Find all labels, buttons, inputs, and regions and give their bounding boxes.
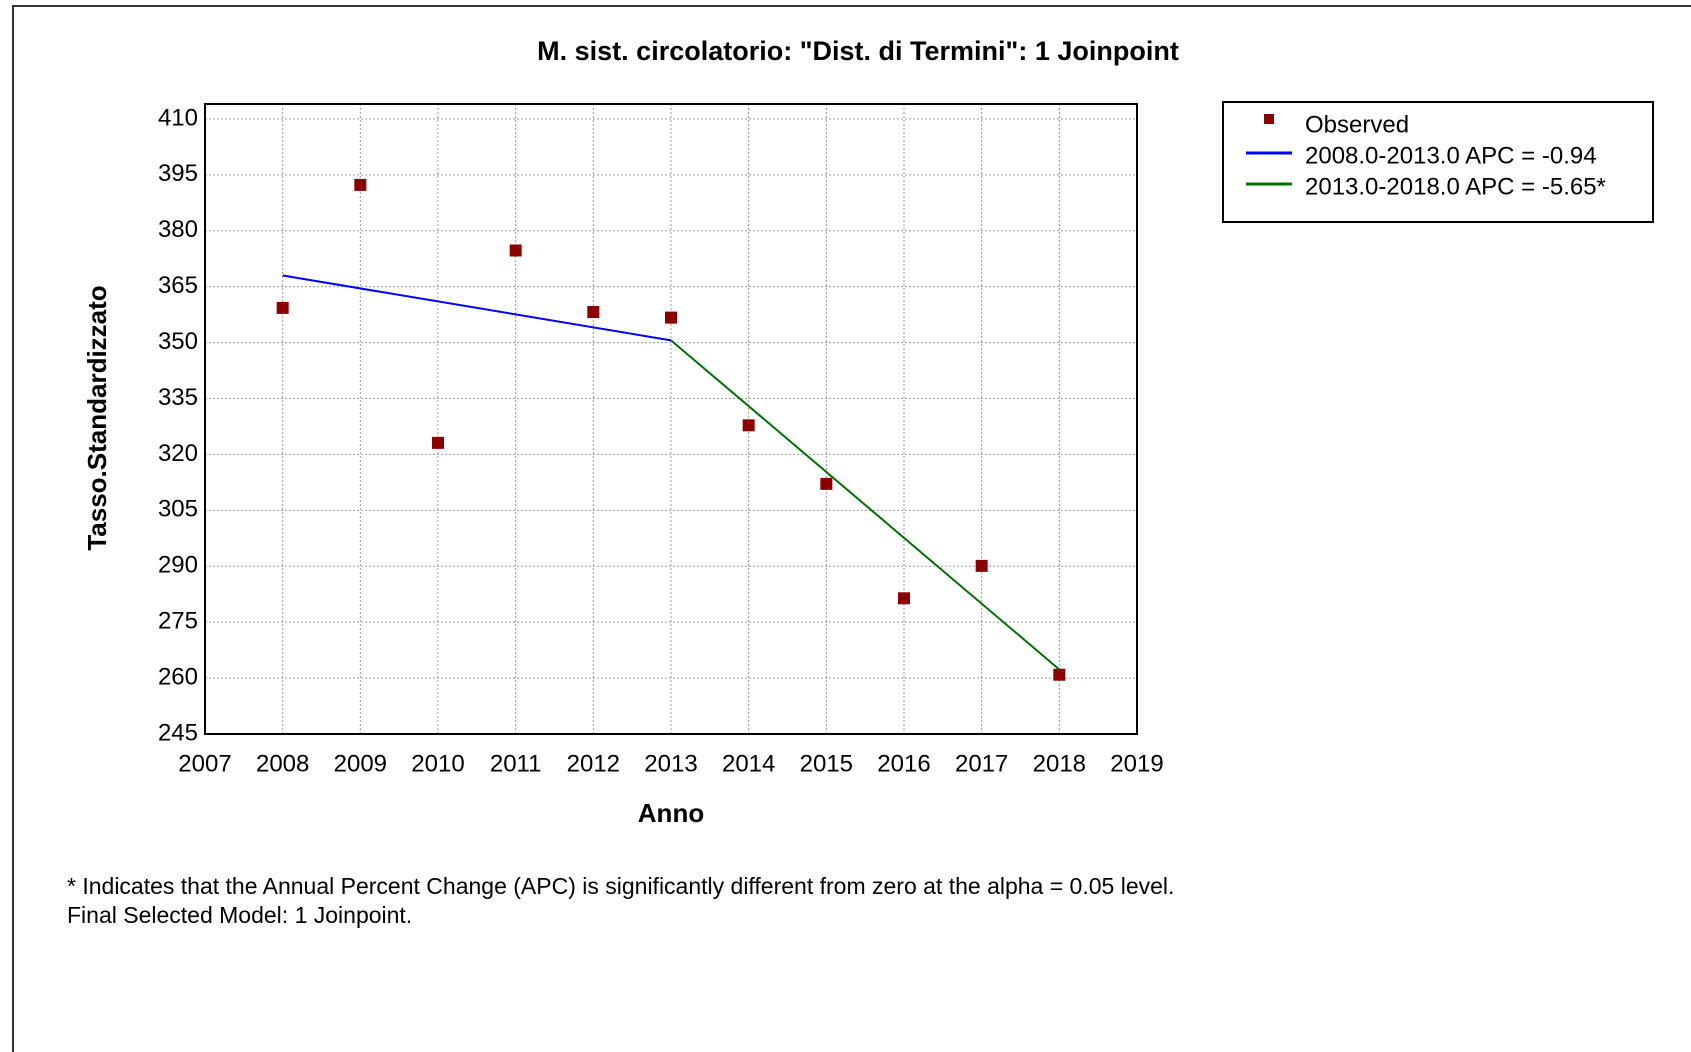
- x-tick-label: 2013: [644, 750, 697, 777]
- x-tick-label: 2014: [722, 750, 775, 777]
- observed-point: [432, 436, 444, 449]
- footnote: * Indicates that the Annual Percent Chan…: [67, 873, 1174, 899]
- y-tick-label: 365: [158, 272, 198, 299]
- footnote: Final Selected Model: 1 Joinpoint.: [67, 902, 412, 928]
- frame: [12, 5, 1691, 1052]
- y-tick-label: 380: [158, 216, 198, 243]
- y-tick-label: 350: [158, 328, 198, 355]
- x-tick-label: 2010: [411, 750, 464, 777]
- y-tick-label: 245: [158, 719, 198, 746]
- observed-point: [975, 559, 988, 572]
- legend-label: Observed: [1305, 111, 1409, 138]
- y-tick-label: 305: [158, 496, 198, 523]
- observed-point: [509, 244, 522, 257]
- observed-point: [898, 592, 910, 605]
- x-tick-label: 2019: [1110, 750, 1163, 777]
- y-tick-label: 320: [158, 440, 198, 467]
- x-tick-label: 2009: [334, 750, 387, 777]
- observed-point: [1053, 668, 1066, 681]
- y-tick-label: 335: [158, 384, 198, 411]
- x-tick-label: 2017: [955, 750, 1008, 777]
- observed-point: [742, 419, 755, 432]
- x-tick-label: 2012: [567, 750, 620, 777]
- y-tick-label: 260: [158, 663, 198, 690]
- y-tick-label: 395: [158, 160, 198, 187]
- plot-border: [204, 103, 1138, 735]
- x-axis-label: Anno: [638, 798, 704, 828]
- legend-label: 2008.0-2013.0 APC = -0.94: [1305, 142, 1597, 169]
- x-tick-label: 2016: [877, 750, 930, 777]
- y-tick-label: 410: [158, 104, 198, 131]
- observed-point: [820, 477, 833, 490]
- observed-point: [276, 301, 289, 314]
- x-tick-label: 2008: [256, 750, 309, 777]
- y-tick-label: 275: [158, 608, 198, 635]
- fit-line: [282, 274, 672, 342]
- observed-point: [587, 306, 600, 319]
- legend-box: [1222, 101, 1654, 223]
- x-tick-label: 2011: [490, 750, 542, 777]
- x-tick-label: 2015: [800, 750, 853, 777]
- fit-line: [670, 339, 1060, 671]
- observed-point: [665, 311, 677, 324]
- legend-label: 2013.0-2018.0 APC = -5.65*: [1305, 173, 1606, 200]
- legend-swatch: [1264, 114, 1274, 124]
- y-axis-label: Tasso.Standardizzato: [82, 285, 112, 550]
- y-tick-label: 290: [158, 552, 198, 579]
- plot-area: [205, 104, 1137, 734]
- x-tick-label: 2018: [1033, 750, 1086, 777]
- chart-title: M. sist. circolatorio: "Dist. di Termini…: [537, 36, 1179, 66]
- x-tick-label: 2007: [178, 750, 231, 777]
- observed-point: [354, 178, 367, 191]
